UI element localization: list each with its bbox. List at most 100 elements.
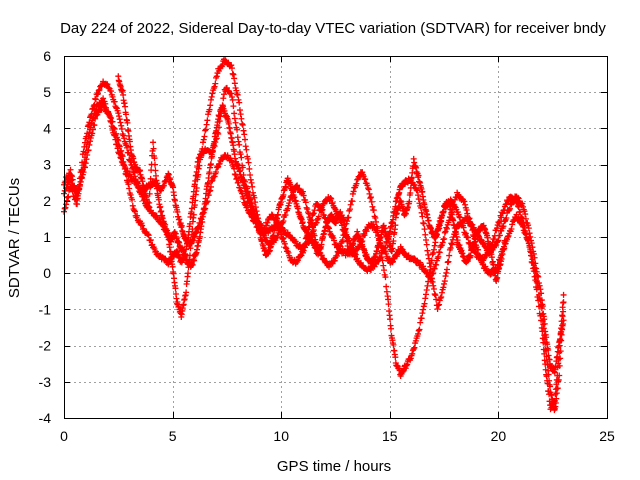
data-point	[421, 226, 428, 233]
data-point	[554, 385, 561, 392]
data-point	[364, 182, 371, 189]
data-point	[95, 87, 102, 94]
data-point	[281, 240, 288, 247]
data-point	[535, 291, 542, 298]
data-point	[414, 187, 421, 194]
data-point	[234, 134, 241, 141]
data-point	[435, 302, 442, 309]
data-point	[331, 237, 338, 244]
data-point	[263, 222, 270, 229]
data-point	[92, 96, 99, 103]
data-point	[311, 207, 318, 214]
data-point	[234, 175, 241, 182]
data-point	[557, 355, 564, 362]
data-point	[425, 251, 432, 258]
data-point	[300, 192, 307, 199]
data-point	[420, 220, 427, 227]
data-point	[441, 235, 448, 242]
data-point	[200, 139, 207, 146]
data-point	[318, 207, 325, 214]
data-point	[423, 287, 430, 294]
data-point	[557, 348, 564, 355]
data-point	[234, 91, 241, 98]
data-point	[439, 239, 446, 246]
data-point	[92, 115, 99, 122]
data-point	[476, 253, 483, 260]
data-point	[560, 299, 567, 306]
data-point	[547, 383, 554, 390]
data-point	[423, 241, 430, 248]
data-point	[431, 265, 438, 272]
data-point	[304, 206, 311, 213]
data-point	[461, 198, 468, 205]
data-point	[208, 178, 215, 185]
data-point	[417, 204, 424, 211]
data-point	[437, 295, 444, 302]
data-point	[353, 180, 360, 187]
data-point	[86, 141, 93, 148]
data-point	[559, 322, 566, 329]
data-point	[423, 291, 429, 298]
data-point	[522, 230, 529, 237]
data-point	[81, 164, 88, 171]
data-point	[195, 155, 202, 162]
data-point	[528, 252, 535, 259]
data-point	[538, 305, 545, 312]
y-tick-label: 6	[43, 48, 51, 64]
data-point	[306, 223, 313, 230]
data-point	[537, 297, 544, 304]
data-point	[515, 215, 522, 222]
data-point	[74, 197, 81, 204]
data-point	[369, 203, 376, 210]
data-point	[123, 171, 130, 178]
data-point	[278, 231, 285, 238]
data-point	[126, 138, 133, 145]
data-point	[560, 291, 567, 298]
data-point	[372, 214, 379, 221]
data-point	[235, 138, 242, 145]
data-point	[120, 158, 127, 165]
data-point	[204, 117, 211, 124]
data-point	[115, 137, 122, 144]
data-point	[150, 139, 157, 146]
data-point	[101, 104, 108, 111]
data-point	[380, 262, 387, 269]
data-point	[213, 169, 220, 176]
data-point	[147, 236, 154, 243]
data-point	[329, 199, 336, 206]
data-point	[127, 191, 134, 198]
data-point	[388, 325, 395, 332]
data-point	[530, 259, 537, 266]
data-point	[319, 206, 326, 213]
data-point	[115, 110, 122, 117]
data-point	[519, 200, 526, 207]
data-point	[544, 361, 551, 368]
data-point	[116, 116, 123, 123]
data-point	[251, 194, 258, 201]
x-axis-label: GPS time / hours	[277, 458, 391, 475]
data-point	[522, 211, 529, 218]
data-point	[382, 274, 389, 281]
data-point	[76, 182, 83, 189]
series-track-d	[115, 73, 508, 285]
data-point	[420, 306, 427, 313]
data-point	[237, 111, 244, 118]
data-point	[418, 209, 425, 216]
data-point	[208, 93, 215, 100]
data-point	[495, 219, 502, 226]
data-point	[498, 255, 505, 262]
data-point	[430, 246, 437, 253]
data-point	[525, 222, 532, 229]
data-point	[538, 302, 545, 309]
data-point	[244, 155, 251, 162]
data-point	[467, 220, 474, 227]
data-point	[125, 181, 132, 188]
data-point	[542, 340, 549, 347]
data-point	[303, 204, 310, 211]
data-point	[498, 214, 505, 221]
data-point	[100, 95, 107, 102]
data-point	[307, 220, 314, 227]
data-point	[466, 215, 473, 222]
data-point	[410, 345, 417, 352]
data-point	[121, 166, 128, 173]
